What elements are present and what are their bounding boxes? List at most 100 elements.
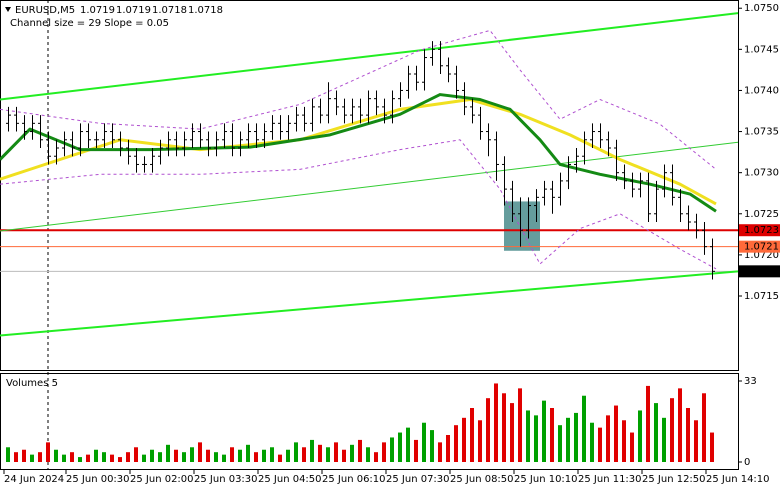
volume-bar xyxy=(46,442,50,462)
collapse-icon xyxy=(5,7,11,12)
volume-bar xyxy=(566,417,570,462)
volume-bar xyxy=(582,395,586,462)
volume-bar xyxy=(294,442,298,462)
price-tag-label: 1.0723 xyxy=(744,225,779,236)
volume-bar xyxy=(78,457,82,462)
volume-bar xyxy=(662,417,666,462)
y-tick-label: 1.0730 xyxy=(744,168,779,179)
volume-bar xyxy=(102,452,106,462)
x-tick-label: 25 Jun 07:30 xyxy=(386,474,450,485)
volume-bar xyxy=(326,447,330,462)
volume-tick-label: 0 xyxy=(744,457,750,468)
volume-bar xyxy=(678,388,682,462)
x-tick-label: 25 Jun 10:10 xyxy=(514,474,578,485)
price-tag-label: 1.0718 xyxy=(744,266,779,277)
volume-bar xyxy=(590,422,594,462)
volume-bar xyxy=(190,447,194,462)
volume-bar xyxy=(198,442,202,462)
header-close: 1.0718 xyxy=(188,5,223,16)
volume-bar xyxy=(174,449,178,462)
y-tick-label: 1.0745 xyxy=(744,44,779,55)
volume-bar xyxy=(110,454,114,462)
volume-bar xyxy=(398,432,402,462)
volume-bar xyxy=(6,447,10,462)
volume-bar xyxy=(502,393,506,462)
volume-bar xyxy=(166,444,170,462)
x-tick-label: 25 Jun 04:50 xyxy=(258,474,322,485)
volume-tick-label: 33 xyxy=(744,376,757,387)
x-tick-label: 25 Jun 11:30 xyxy=(578,474,642,485)
volume-bar xyxy=(118,457,122,462)
volume-bar xyxy=(30,454,34,462)
channel-annotation: Channel size = 29 Slope = 0.05 xyxy=(10,18,169,29)
volume-bar xyxy=(254,452,258,462)
volume-bar xyxy=(374,452,378,462)
y-tick-label: 1.0740 xyxy=(744,85,779,96)
header-open: 1.0719 xyxy=(80,5,115,16)
volume-bar xyxy=(350,444,354,462)
volume-panel xyxy=(0,373,739,470)
main-panel xyxy=(0,0,739,371)
volume-bar xyxy=(414,439,418,462)
volume-label: Volumes 5 xyxy=(6,378,58,389)
y-tick-label: 1.0720 xyxy=(744,250,779,261)
volume-bar xyxy=(606,415,610,462)
volume-bar xyxy=(710,432,714,462)
volume-bar xyxy=(358,439,362,462)
volume-bar xyxy=(454,425,458,462)
volume-bar xyxy=(366,447,370,462)
overlay-line xyxy=(0,270,739,337)
volume-bar xyxy=(94,449,98,462)
volume-bar xyxy=(270,447,274,462)
volume-bar xyxy=(70,452,74,462)
volume-bar xyxy=(654,403,658,462)
volume-bar xyxy=(382,442,386,462)
volume-bar xyxy=(518,388,522,462)
x-tick-label: 25 Jun 12:50 xyxy=(642,474,706,485)
volume-bar xyxy=(558,425,562,462)
volume-bar xyxy=(262,449,266,462)
price-tag xyxy=(739,265,780,278)
volume-bar xyxy=(158,452,162,462)
volume-bar xyxy=(614,405,618,462)
volume-bar xyxy=(574,412,578,462)
volume-bar xyxy=(406,427,410,462)
volume-bar xyxy=(54,449,58,462)
price-tag xyxy=(739,224,780,237)
volume-bar xyxy=(22,449,26,462)
volume-bar xyxy=(230,447,234,462)
volume-bar xyxy=(342,449,346,462)
volume-bar xyxy=(638,410,642,462)
volume-bar xyxy=(334,442,338,462)
volume-bar xyxy=(470,408,474,462)
volume-bar xyxy=(302,447,306,462)
overlay-line xyxy=(0,97,717,206)
header-high: 1.0719 xyxy=(116,5,151,16)
volume-bar xyxy=(550,408,554,462)
volume-bar xyxy=(462,417,466,462)
volume-bar xyxy=(150,449,154,462)
volume-bar xyxy=(222,454,226,462)
volume-bar xyxy=(622,420,626,462)
y-tick-label: 1.0750 xyxy=(744,3,779,14)
volume-bar xyxy=(14,452,18,462)
x-tick-label: 25 Jun 02:00 xyxy=(130,474,194,485)
volume-bar xyxy=(438,442,442,462)
volume-bar xyxy=(430,430,434,462)
volume-bar xyxy=(62,454,66,462)
x-tick-label: 25 Jun 14:10 xyxy=(706,474,770,485)
volume-bar xyxy=(206,449,210,462)
header-low: 1.0718 xyxy=(152,5,187,16)
y-tick-label: 1.0735 xyxy=(744,127,779,138)
volume-bar xyxy=(526,410,530,462)
x-tick-label: 24 Jun 2024 xyxy=(4,474,64,485)
volume-bar xyxy=(694,420,698,462)
volume-bar xyxy=(38,452,42,462)
x-tick-label: 25 Jun 03:30 xyxy=(194,474,258,485)
volume-bar xyxy=(478,420,482,462)
volume-bar xyxy=(494,383,498,462)
volume-bar xyxy=(134,447,138,462)
